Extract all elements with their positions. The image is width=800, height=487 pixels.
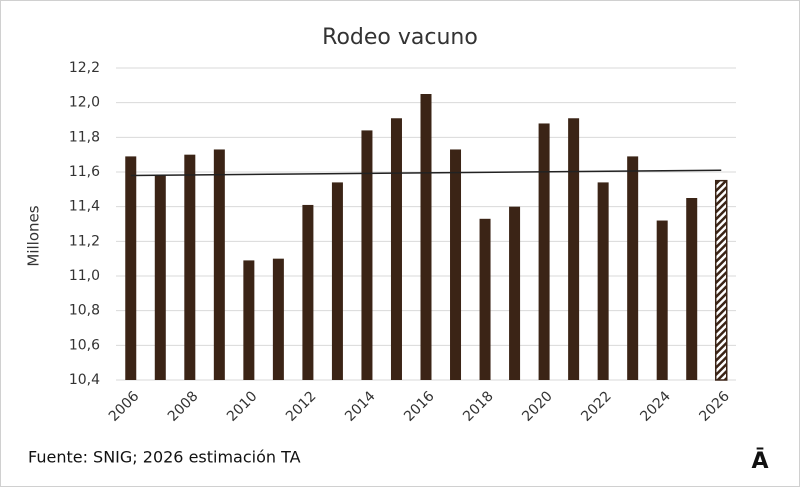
bar: [450, 149, 462, 380]
bar: [154, 175, 166, 380]
bar: [361, 130, 373, 380]
bar: [213, 149, 225, 380]
bar: [243, 260, 255, 380]
y-tick-label: 11,4: [69, 199, 100, 215]
bar: [509, 206, 521, 380]
chart-title: Rodeo vacuno: [322, 25, 478, 50]
y-tick-label: 10,8: [69, 303, 100, 319]
bar: [479, 218, 491, 380]
source-note: Fuente: SNIG; 2026 estimación TA: [28, 448, 301, 467]
bar: [331, 182, 343, 380]
bar: [184, 154, 196, 380]
trend-line: [130, 169, 722, 177]
bar: [420, 94, 432, 380]
y-tick-label: 10,6: [69, 337, 100, 353]
bar: [627, 156, 639, 380]
bar: [390, 118, 402, 381]
bar: [656, 220, 668, 380]
y-tick-label: 12,0: [69, 95, 100, 111]
y-tick-label: 11,8: [69, 129, 100, 145]
y-tick-label: 11,2: [69, 233, 100, 249]
y-axis-label: Millones: [25, 205, 43, 266]
bar: [568, 118, 580, 381]
bar: [597, 182, 609, 380]
bar: [272, 258, 284, 380]
y-tick-label: 10,4: [69, 372, 100, 388]
bar: [302, 204, 314, 380]
bar: [538, 123, 550, 380]
bar: [686, 198, 698, 380]
y-tick-label: 11,6: [69, 164, 100, 180]
logo: Ā: [751, 448, 768, 474]
y-tick-label: 11,0: [69, 268, 100, 284]
bar: [714, 179, 728, 381]
y-tick-label: 12,2: [69, 60, 100, 76]
bar: [125, 156, 137, 380]
